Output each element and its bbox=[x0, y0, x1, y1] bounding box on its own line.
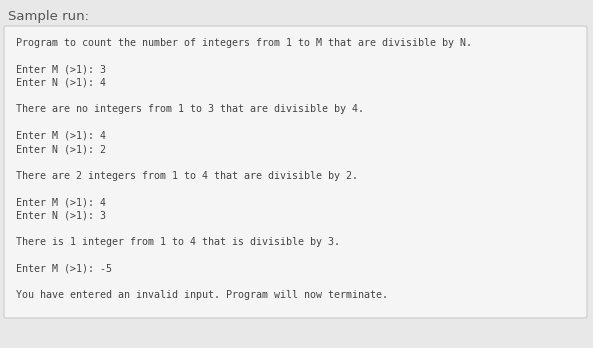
Text: Program to count the number of integers from 1 to M that are divisible by N.: Program to count the number of integers … bbox=[16, 38, 472, 48]
Text: Enter N (>1): 3: Enter N (>1): 3 bbox=[16, 211, 106, 221]
Text: Enter N (>1): 4: Enter N (>1): 4 bbox=[16, 78, 106, 88]
Text: There is 1 integer from 1 to 4 that is divisible by 3.: There is 1 integer from 1 to 4 that is d… bbox=[16, 237, 340, 247]
Text: You have entered an invalid input. Program will now terminate.: You have entered an invalid input. Progr… bbox=[16, 290, 388, 300]
Text: There are 2 integers from 1 to 4 that are divisible by 2.: There are 2 integers from 1 to 4 that ar… bbox=[16, 171, 358, 181]
Text: There are no integers from 1 to 3 that are divisible by 4.: There are no integers from 1 to 3 that a… bbox=[16, 104, 364, 114]
Text: Enter M (>1): 3: Enter M (>1): 3 bbox=[16, 64, 106, 74]
FancyBboxPatch shape bbox=[4, 26, 587, 318]
Text: Enter M (>1): 4: Enter M (>1): 4 bbox=[16, 197, 106, 207]
Text: Enter N (>1): 2: Enter N (>1): 2 bbox=[16, 144, 106, 154]
Text: Enter M (>1): -5: Enter M (>1): -5 bbox=[16, 263, 112, 274]
Text: Enter M (>1): 4: Enter M (>1): 4 bbox=[16, 131, 106, 141]
Text: Sample run:: Sample run: bbox=[8, 10, 89, 23]
